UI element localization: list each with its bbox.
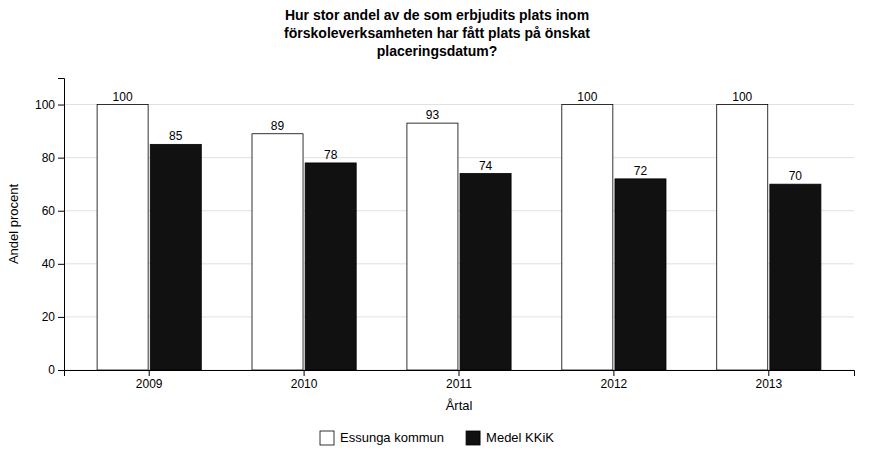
x-tick-mark bbox=[613, 370, 614, 376]
y-axis: 0 20 40 60 80 100 bbox=[35, 79, 65, 378]
data-label: 74 bbox=[479, 159, 493, 173]
x-tick: 2013 bbox=[755, 370, 782, 391]
y-tick-mark bbox=[58, 370, 64, 371]
title-line: Hur stor andel av de som erbjudits plats… bbox=[285, 7, 589, 23]
legend: Essunga kommun Medel KKiK bbox=[320, 430, 554, 445]
data-labels: 100 89 93 100 100 85 78 74 72 70 bbox=[113, 90, 803, 184]
legend-swatch bbox=[320, 431, 334, 445]
data-label: 100 bbox=[732, 90, 752, 104]
x-tick-mark bbox=[459, 370, 460, 376]
legend-item: Medel KKiK bbox=[466, 430, 554, 445]
y-tick-label: 100 bbox=[35, 98, 55, 112]
x-axis: 2009 2010 2011 2012 2013 bbox=[65, 370, 855, 391]
legend-item: Essunga kommun bbox=[320, 430, 444, 445]
grid bbox=[64, 105, 854, 370]
bar bbox=[252, 134, 303, 370]
y-tick-mark bbox=[58, 264, 64, 265]
data-label: 100 bbox=[577, 90, 597, 104]
x-tick-mark bbox=[304, 370, 305, 376]
bar bbox=[460, 174, 511, 370]
x-tick: 2011 bbox=[446, 370, 472, 391]
data-label: 93 bbox=[426, 108, 440, 122]
data-label: 89 bbox=[271, 119, 285, 133]
y-tick: 20 bbox=[42, 310, 64, 324]
x-tick-label: 2011 bbox=[446, 377, 472, 391]
y-tick: 40 bbox=[42, 257, 64, 271]
bar bbox=[97, 105, 148, 370]
x-tick-mark bbox=[149, 370, 150, 376]
y-tick-mark bbox=[58, 211, 64, 212]
y-tick: 80 bbox=[42, 151, 64, 165]
x-tick: 2009 bbox=[136, 370, 163, 391]
legend-label: Essunga kommun bbox=[340, 430, 444, 445]
x-tick: 2010 bbox=[291, 370, 318, 391]
data-label: 78 bbox=[324, 148, 338, 162]
x-tick-label: 2009 bbox=[136, 377, 163, 391]
title-line: förskoleverksamheten har fått plats på ö… bbox=[284, 25, 590, 41]
y-tick: 0 bbox=[48, 363, 64, 377]
x-tick-label: 2012 bbox=[601, 377, 628, 391]
y-tick-label: 60 bbox=[42, 204, 56, 218]
plot: 2009201020112012201302040608010010089931… bbox=[35, 79, 855, 391]
y-tick-label: 20 bbox=[42, 310, 56, 324]
data-label: 85 bbox=[169, 129, 183, 143]
data-label: 100 bbox=[113, 90, 133, 104]
y-tick-label: 0 bbox=[48, 363, 55, 377]
chart: 2009201020112012201302040608010010089931… bbox=[0, 0, 874, 462]
y-tick: 100 bbox=[35, 98, 64, 112]
bar bbox=[562, 105, 613, 370]
y-axis-title: Andel procent bbox=[6, 184, 21, 265]
y-axis-line bbox=[58, 79, 65, 371]
bar bbox=[770, 184, 821, 370]
bar bbox=[305, 163, 356, 370]
y-tick-mark bbox=[58, 317, 64, 318]
legend-label: Medel KKiK bbox=[486, 430, 554, 445]
title-line: placeringsdatum? bbox=[377, 43, 498, 59]
chart-container: 2009201020112012201302040608010010089931… bbox=[0, 0, 874, 462]
y-tick-label: 80 bbox=[42, 151, 56, 165]
x-tick-label: 2010 bbox=[291, 377, 318, 391]
y-tick: 60 bbox=[42, 204, 64, 218]
bars bbox=[97, 105, 821, 370]
x-tick: 2012 bbox=[601, 370, 628, 391]
x-tick-label: 2013 bbox=[755, 377, 782, 391]
x-axis-line bbox=[65, 371, 855, 377]
y-tick-mark bbox=[58, 158, 64, 159]
bar bbox=[407, 123, 458, 370]
title: Hur stor andel av de som erbjudits plats… bbox=[284, 7, 590, 59]
legend-swatch bbox=[466, 431, 480, 445]
x-axis-title: Årtal bbox=[446, 398, 473, 413]
bar bbox=[717, 105, 768, 370]
y-tick-label: 40 bbox=[42, 257, 56, 271]
y-tick-mark bbox=[58, 105, 64, 106]
data-label: 72 bbox=[634, 164, 648, 178]
bar bbox=[615, 179, 666, 370]
bar bbox=[150, 144, 201, 370]
x-tick-mark bbox=[768, 370, 769, 376]
data-label: 70 bbox=[789, 169, 803, 183]
